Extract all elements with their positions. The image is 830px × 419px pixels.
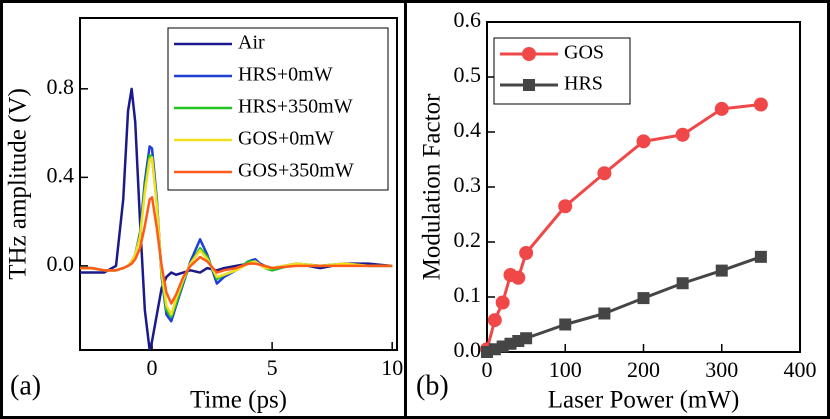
legend-box [493, 37, 631, 105]
y-tick-label: 0.6 [454, 7, 482, 32]
y-axis-label: THz amplitude (V) [5, 88, 32, 280]
legend-label: Air [238, 32, 265, 54]
marker [715, 264, 728, 277]
plot-frame [79, 17, 398, 351]
series-line [487, 103, 762, 350]
marker [520, 332, 533, 345]
marker [511, 270, 526, 285]
series-line [80, 196, 393, 305]
y-tick-label: 0.5 [454, 62, 482, 87]
marker [637, 292, 650, 305]
x-tick-label: 10 [381, 355, 403, 380]
legend-label: GOS+0mW [238, 128, 334, 150]
x-tick-label: 0 [147, 355, 158, 380]
legend-label: HRS+350mW [238, 96, 353, 118]
y-tick-label: 0.0 [454, 337, 482, 362]
panel-border [404, 0, 830, 419]
x-axis-label: Laser Power (mW) [548, 387, 740, 414]
marker [487, 313, 502, 328]
marker [495, 295, 510, 310]
plot-area [80, 87, 393, 350]
y-tick-label: 0.4 [454, 117, 482, 142]
panel-label: (a) [10, 370, 41, 401]
x-tick-label: 200 [627, 357, 660, 382]
marker [504, 337, 517, 350]
legend-label: GOS+350mW [238, 160, 354, 182]
y-axis-label: Modulation Factor [419, 93, 446, 280]
x-tick-label: 400 [784, 357, 817, 382]
y-tick-label: 0.3 [454, 172, 482, 197]
plot-area [487, 103, 762, 352]
y-tick-label: 0.2 [454, 227, 482, 252]
marker [519, 246, 534, 260]
marker [753, 97, 768, 112]
x-tick-label: 5 [267, 355, 278, 380]
x-axis-label: Time (ps) [190, 387, 287, 414]
legend-marker [522, 47, 536, 61]
marker [675, 127, 690, 142]
y-tick-label: 0.8 [47, 74, 75, 99]
x-tick-label: 100 [549, 357, 582, 382]
marker [598, 307, 611, 320]
marker [559, 318, 572, 331]
marker [597, 166, 612, 181]
legend-label: HRS [564, 73, 603, 95]
panel-label: (b) [416, 370, 449, 401]
marker [676, 277, 689, 290]
legend-marker [523, 79, 535, 91]
legend-label: HRS+0mW [238, 64, 333, 86]
y-tick-label: 0.0 [47, 251, 75, 276]
x-tick-label: 0 [482, 357, 493, 382]
y-tick-label: 0.1 [454, 282, 482, 307]
y-tick-label: 0.4 [47, 162, 75, 187]
marker [754, 250, 767, 263]
legend-label: GOS [564, 42, 604, 64]
marker [714, 101, 729, 116]
marker [636, 134, 651, 149]
marker [558, 199, 573, 214]
x-tick-label: 300 [705, 357, 738, 382]
